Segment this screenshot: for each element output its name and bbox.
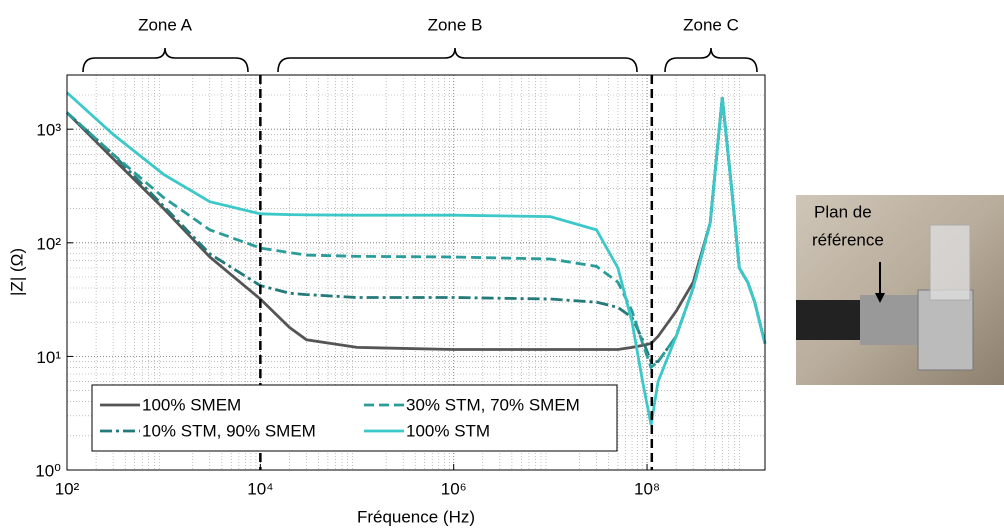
y-tick-label: 10¹	[36, 348, 61, 367]
photo-label: Plan de	[814, 202, 872, 221]
photo	[796, 195, 1004, 385]
cable	[796, 300, 866, 340]
brace	[82, 47, 249, 73]
x-axis-label: Fréquence (Hz)	[357, 507, 475, 526]
legend-label: 10% STM, 90% SMEM	[142, 421, 316, 440]
photo-label: référence	[812, 230, 884, 249]
y-axis-label: |Z| (Ω)	[7, 248, 26, 296]
x-tick-label: 10⁴	[247, 479, 273, 498]
probe	[929, 224, 971, 301]
x-tick-label: 10⁸	[634, 479, 660, 498]
legend-label: 30% STM, 70% SMEM	[406, 395, 580, 414]
zone-label: Zone A	[138, 15, 193, 34]
connector	[860, 295, 920, 345]
y-tick-label: 10³	[36, 121, 61, 140]
zone-label: Zone C	[683, 15, 739, 34]
zone-braces	[82, 47, 758, 73]
legend-label: 100% SMEM	[142, 395, 241, 414]
y-tick-label: 10²	[36, 234, 61, 253]
brace	[277, 47, 638, 73]
brace	[664, 47, 758, 73]
plot-frame	[66, 74, 766, 471]
bracket	[917, 289, 974, 371]
legend-box	[91, 384, 618, 452]
x-tick-label: 10⁶	[441, 479, 467, 498]
x-tick-label: 10²	[55, 479, 80, 498]
zone-label: Zone B	[428, 15, 483, 34]
series-line	[66, 91, 767, 426]
arrow-head	[875, 293, 885, 303]
legend-label: 100% STM	[406, 421, 490, 440]
y-tick-label: 10⁰	[35, 461, 61, 480]
